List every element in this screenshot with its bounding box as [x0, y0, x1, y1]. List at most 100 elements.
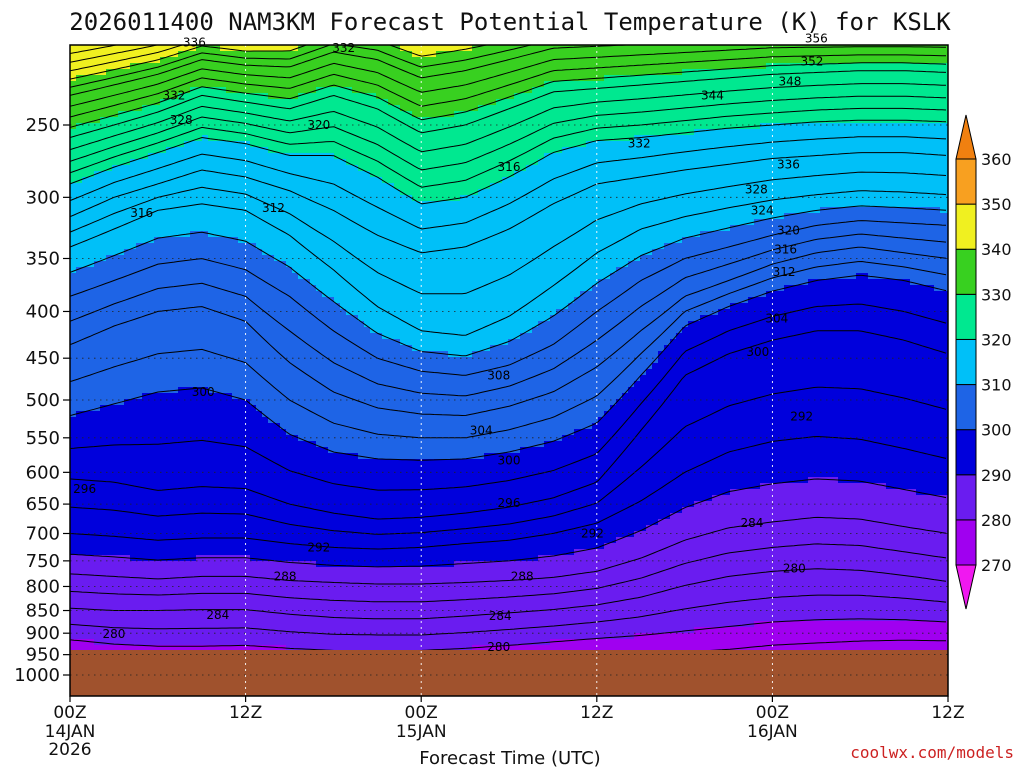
field-cell [262, 129, 269, 136]
field-cell [106, 297, 113, 304]
field-cell [100, 321, 107, 328]
field-cell [178, 195, 185, 202]
field-cell [190, 639, 197, 646]
field-cell [208, 351, 215, 358]
field-cell [130, 363, 137, 370]
field-cell [238, 147, 245, 154]
field-cell [208, 555, 215, 562]
field-cell [160, 477, 167, 484]
field-cell [292, 513, 299, 520]
field-cell [220, 393, 227, 400]
field-cell [142, 387, 149, 394]
field-cell [202, 339, 209, 346]
field-cell [232, 171, 239, 178]
field-cell [124, 369, 131, 376]
field-cell [154, 567, 161, 574]
field-cell [142, 525, 149, 532]
field-cell [94, 111, 101, 118]
field-cell [250, 597, 257, 604]
field-cell [256, 147, 263, 154]
field-cell [166, 429, 173, 436]
field-cell [184, 567, 191, 574]
field-cell [226, 435, 233, 442]
field-cell [196, 51, 203, 58]
field-cell [70, 351, 77, 358]
field-cell [154, 549, 161, 556]
field-cell [310, 585, 317, 592]
field-cell [178, 267, 185, 274]
field-cell [232, 243, 239, 250]
field-cell [322, 291, 329, 298]
field-cell [262, 213, 269, 220]
field-cell [82, 555, 89, 562]
field-cell [244, 483, 251, 490]
field-cell [322, 375, 329, 382]
field-cell [172, 267, 179, 274]
field-cell [250, 645, 257, 652]
field-cell [106, 267, 113, 274]
field-cell [94, 555, 101, 562]
field-cell [202, 123, 209, 130]
field-cell [280, 585, 287, 592]
field-cell [304, 129, 311, 136]
field-cell [196, 369, 203, 376]
field-cell [130, 309, 137, 316]
field-cell [274, 375, 281, 382]
field-cell [268, 339, 275, 346]
field-cell [316, 399, 323, 406]
field-cell [172, 153, 179, 160]
field-cell [244, 591, 251, 598]
field-cell [274, 255, 281, 262]
field-cell [70, 117, 77, 124]
field-cell [286, 561, 293, 568]
field-cell [148, 87, 155, 94]
field-cell [106, 603, 113, 610]
field-cell [136, 123, 143, 130]
field-cell [334, 429, 341, 436]
field-cell [232, 117, 239, 124]
field-cell [124, 399, 131, 406]
field-cell [190, 297, 197, 304]
field-cell [280, 81, 287, 88]
field-cell [316, 87, 323, 94]
field-cell [94, 507, 101, 514]
field-cell [76, 477, 83, 484]
field-cell [280, 429, 287, 436]
field-cell [76, 195, 83, 202]
field-cell [298, 147, 305, 154]
field-cell [112, 189, 119, 196]
field-cell [106, 405, 113, 412]
field-cell [214, 453, 221, 460]
field-cell [88, 345, 95, 352]
field-cell [220, 357, 227, 364]
field-cell [100, 183, 107, 190]
field-cell [76, 537, 83, 544]
field-cell [250, 69, 257, 76]
field-cell [244, 603, 251, 610]
field-cell [136, 627, 143, 634]
field-cell [136, 549, 143, 556]
field-cell [202, 279, 209, 286]
field-cell [298, 207, 305, 214]
field-cell [334, 153, 341, 160]
field-cell [154, 411, 161, 418]
field-cell [322, 123, 329, 130]
field-cell [70, 375, 77, 382]
field-cell [184, 633, 191, 640]
field-cell [130, 141, 137, 148]
field-cell [328, 243, 335, 250]
field-cell [286, 423, 293, 430]
field-cell [238, 537, 245, 544]
field-cell [172, 339, 179, 346]
field-cell [196, 297, 203, 304]
field-cell [136, 219, 143, 226]
field-cell [142, 543, 149, 550]
field-cell [340, 111, 347, 118]
field-cell [172, 363, 179, 370]
field-cell [106, 195, 113, 202]
field-cell [304, 387, 311, 394]
field-cell [94, 69, 101, 76]
field-cell [70, 57, 77, 64]
field-cell [154, 141, 161, 148]
field-cell [106, 453, 113, 460]
